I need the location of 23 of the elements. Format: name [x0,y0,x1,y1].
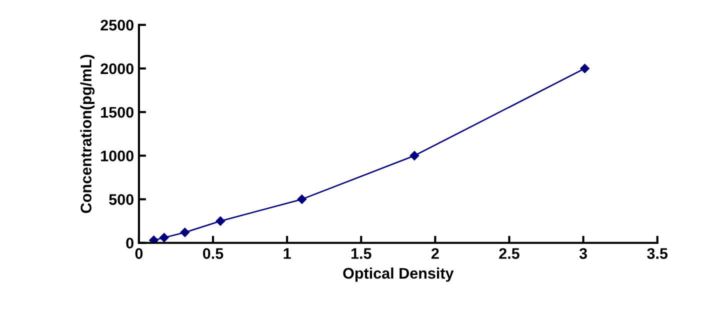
x-tick-label: 3 [579,248,587,259]
x-tick-label: 2 [431,248,439,259]
point [297,194,307,204]
x-axis-title: Optical Density [343,268,454,282]
point [149,236,158,243]
x-tick-label: 1.5 [351,248,372,259]
y-tick-label: 2500 [100,20,134,31]
x-tick-label: 1 [284,248,291,259]
point [216,216,226,226]
y-tick-label: 1500 [101,106,134,118]
x-tick-label: 3.5 [647,248,668,259]
point [180,228,190,238]
y-tick-label: 1000 [101,150,134,162]
x-tick-label: 0 [135,248,143,259]
point [160,233,169,242]
point [410,151,420,160]
y-tick-label: 0 [126,238,134,249]
x-tick-label: 0.5 [203,248,224,259]
y-tick-label: 2000 [100,63,134,74]
y-tick-label: 500 [109,194,134,205]
x-tick-label: 2.5 [499,248,520,259]
point [580,64,590,74]
y-axis-title: Concentration(pg/mL) [80,54,95,214]
